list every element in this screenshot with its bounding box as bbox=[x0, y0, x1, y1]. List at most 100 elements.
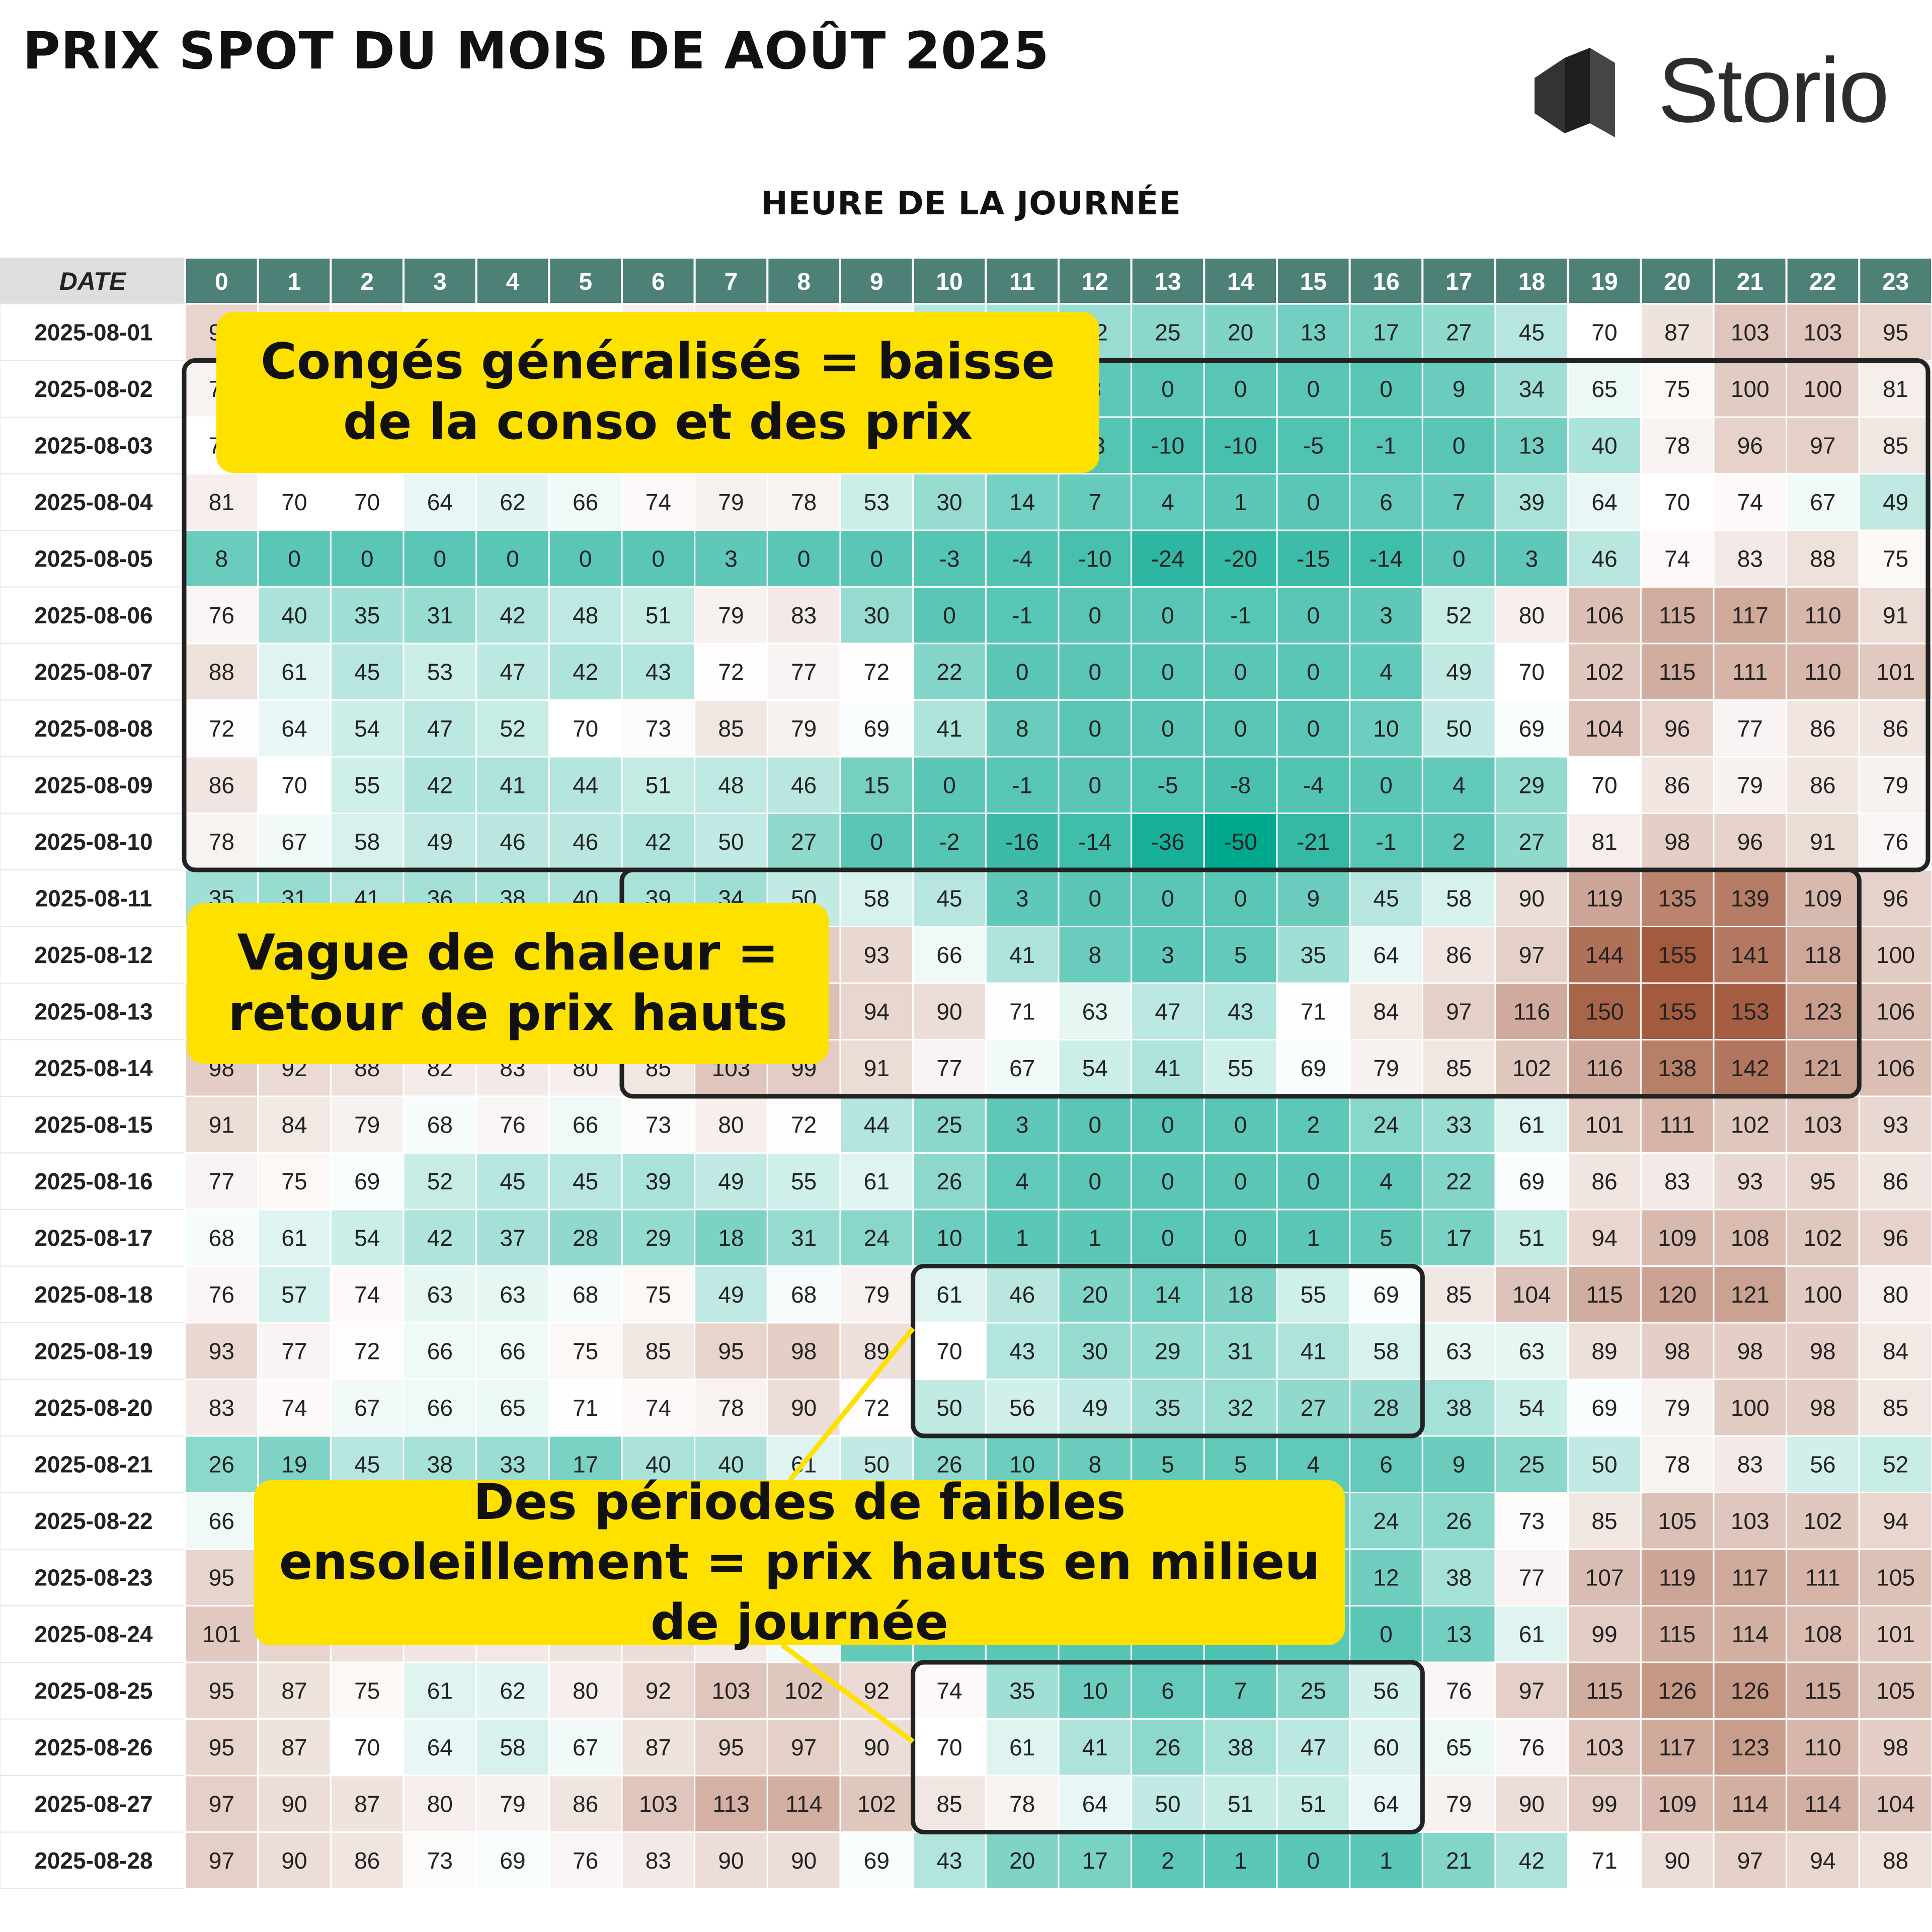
cell-value-label: -4 bbox=[1303, 772, 1324, 798]
cell-value-label: 85 bbox=[1883, 1395, 1908, 1421]
cell-value-label: 49 bbox=[1883, 489, 1908, 515]
cell-value-label: 24 bbox=[864, 1225, 890, 1251]
cell-value-label: 95 bbox=[1883, 319, 1908, 345]
cell-value-label: 104 bbox=[1512, 1281, 1551, 1308]
cell-value-label: 19 bbox=[281, 1451, 307, 1477]
cell-value-label: 109 bbox=[1658, 1791, 1697, 1817]
cell-value-label: 110 bbox=[1804, 602, 1841, 628]
date-cell bbox=[0, 1662, 186, 1720]
heatmap-cell bbox=[1058, 1661, 1133, 1720]
heatmap-cell bbox=[1131, 1379, 1205, 1437]
cell-value-label: 77 bbox=[209, 1168, 234, 1194]
heatmap-cell bbox=[1131, 642, 1205, 701]
heatmap-cell bbox=[1713, 982, 1788, 1040]
cell-value-label: 42 bbox=[1519, 1847, 1545, 1874]
hour-header-cell bbox=[766, 257, 842, 305]
date-label: 2025-08-10 bbox=[34, 829, 152, 855]
cell-value-label: 91 bbox=[1810, 829, 1835, 855]
cell-value-label: -1 bbox=[1230, 602, 1251, 628]
cell-value-label: 46 bbox=[1591, 545, 1617, 572]
cell-value-label: 150 bbox=[1585, 998, 1624, 1024]
heatmap-cell bbox=[475, 1661, 550, 1720]
cell-value-label: 96 bbox=[1737, 432, 1763, 458]
heatmap-cell bbox=[1494, 813, 1569, 871]
cell-value-label: 85 bbox=[646, 1338, 671, 1364]
heatmap-cell bbox=[1713, 756, 1788, 814]
cell-value-label: 93 bbox=[1883, 1111, 1908, 1138]
cell-value-label: 0 bbox=[1161, 1111, 1174, 1138]
heatmap-cell bbox=[912, 473, 987, 531]
heatmap-cell bbox=[1858, 416, 1932, 474]
cell-value-label: 67 bbox=[1009, 1055, 1035, 1081]
callout-low-sunshine: Des périodes de faibles ensoleillement =… bbox=[254, 1474, 1345, 1651]
cell-value-label: 0 bbox=[1380, 1621, 1393, 1647]
cell-value-label: 0 bbox=[1161, 602, 1174, 628]
cell-value-label: 78 bbox=[1664, 432, 1690, 458]
cell-value-label: 47 bbox=[1155, 998, 1180, 1024]
cell-value-label: 27 bbox=[1519, 829, 1545, 855]
heatmap-cell bbox=[1058, 756, 1133, 814]
heatmap-cell bbox=[1421, 1831, 1496, 1890]
cell-value-label: 88 bbox=[1810, 545, 1835, 572]
cell-value-label: 0 bbox=[870, 829, 883, 855]
cell-value-label: 105 bbox=[1658, 1508, 1697, 1534]
heatmap-cell bbox=[1131, 1322, 1205, 1380]
heatmap-cell bbox=[1567, 1322, 1642, 1380]
hour-tick-label: 12 bbox=[1082, 269, 1108, 295]
cell-value-label: 95 bbox=[718, 1338, 744, 1364]
cell-value-label: 25 bbox=[1155, 319, 1180, 345]
heatmap-cell bbox=[1203, 869, 1278, 927]
date-cell bbox=[0, 473, 186, 531]
cell-value-label: 62 bbox=[500, 489, 525, 515]
cell-value-label: -1 bbox=[1012, 602, 1032, 628]
heatmap-cell bbox=[1786, 1209, 1860, 1267]
cell-value-label: 87 bbox=[281, 1734, 307, 1760]
date-label: 2025-08-12 bbox=[34, 942, 152, 968]
cell-value-label: 57 bbox=[281, 1281, 307, 1308]
cell-value-label: 117 bbox=[1732, 602, 1768, 628]
date-label: 2025-08-02 bbox=[34, 376, 152, 402]
cell-value-label: 3 bbox=[1525, 545, 1539, 572]
cell-value-label: 126 bbox=[1658, 1677, 1697, 1704]
cell-value-label: 0 bbox=[1234, 885, 1247, 911]
heatmap-cell bbox=[1786, 1548, 1860, 1606]
heatmap-cell bbox=[1131, 529, 1205, 588]
cell-value-label: 5 bbox=[1234, 1451, 1247, 1477]
heatmap-cell bbox=[1786, 1492, 1860, 1550]
heatmap-cell bbox=[1567, 529, 1642, 588]
cell-value-label: 97 bbox=[1519, 1677, 1545, 1704]
cell-value-label: 0 bbox=[1234, 1168, 1247, 1194]
cell-value-label: 0 bbox=[434, 545, 447, 572]
cell-value-label: 98 bbox=[791, 1338, 817, 1364]
cell-value-label: 13 bbox=[1519, 432, 1545, 458]
heatmap-cell bbox=[1567, 869, 1642, 927]
heatmap-cell bbox=[184, 1209, 259, 1267]
heatmap-cell bbox=[403, 1661, 477, 1720]
cell-value-label: 91 bbox=[209, 1111, 234, 1138]
cell-value-label: 66 bbox=[573, 489, 598, 515]
cell-value-label: 61 bbox=[1519, 1621, 1545, 1647]
cell-value-label: 12 bbox=[1373, 1564, 1399, 1590]
heatmap-cell bbox=[1349, 1209, 1423, 1267]
cell-value-label: 79 bbox=[718, 489, 744, 515]
heatmap-cell bbox=[1203, 1831, 1278, 1890]
heatmap-cell bbox=[1421, 1095, 1496, 1154]
hour-tick-label: 21 bbox=[1737, 269, 1763, 295]
cell-value-label: 0 bbox=[1089, 1168, 1102, 1194]
cell-value-label: 20 bbox=[1228, 319, 1253, 345]
cell-value-label: 0 bbox=[1380, 376, 1393, 402]
cell-value-label: 61 bbox=[281, 1225, 307, 1251]
heatmap-cell bbox=[330, 1718, 405, 1777]
cell-value-label: 51 bbox=[646, 772, 671, 798]
heatmap-cell bbox=[548, 1661, 623, 1720]
heatmap-cell bbox=[1276, 1379, 1351, 1437]
cell-value-label: 120 bbox=[1658, 1281, 1697, 1308]
cell-value-label: 115 bbox=[1659, 659, 1696, 685]
heatmap-cell bbox=[548, 1379, 623, 1437]
cell-value-label: 86 bbox=[1810, 715, 1835, 742]
cell-value-label: 83 bbox=[1737, 1451, 1763, 1477]
cell-value-label: 79 bbox=[718, 602, 744, 628]
cell-value-label: 15 bbox=[864, 772, 890, 798]
cell-value-label: 10 bbox=[1009, 1451, 1035, 1477]
heatmap-cell bbox=[403, 813, 477, 871]
